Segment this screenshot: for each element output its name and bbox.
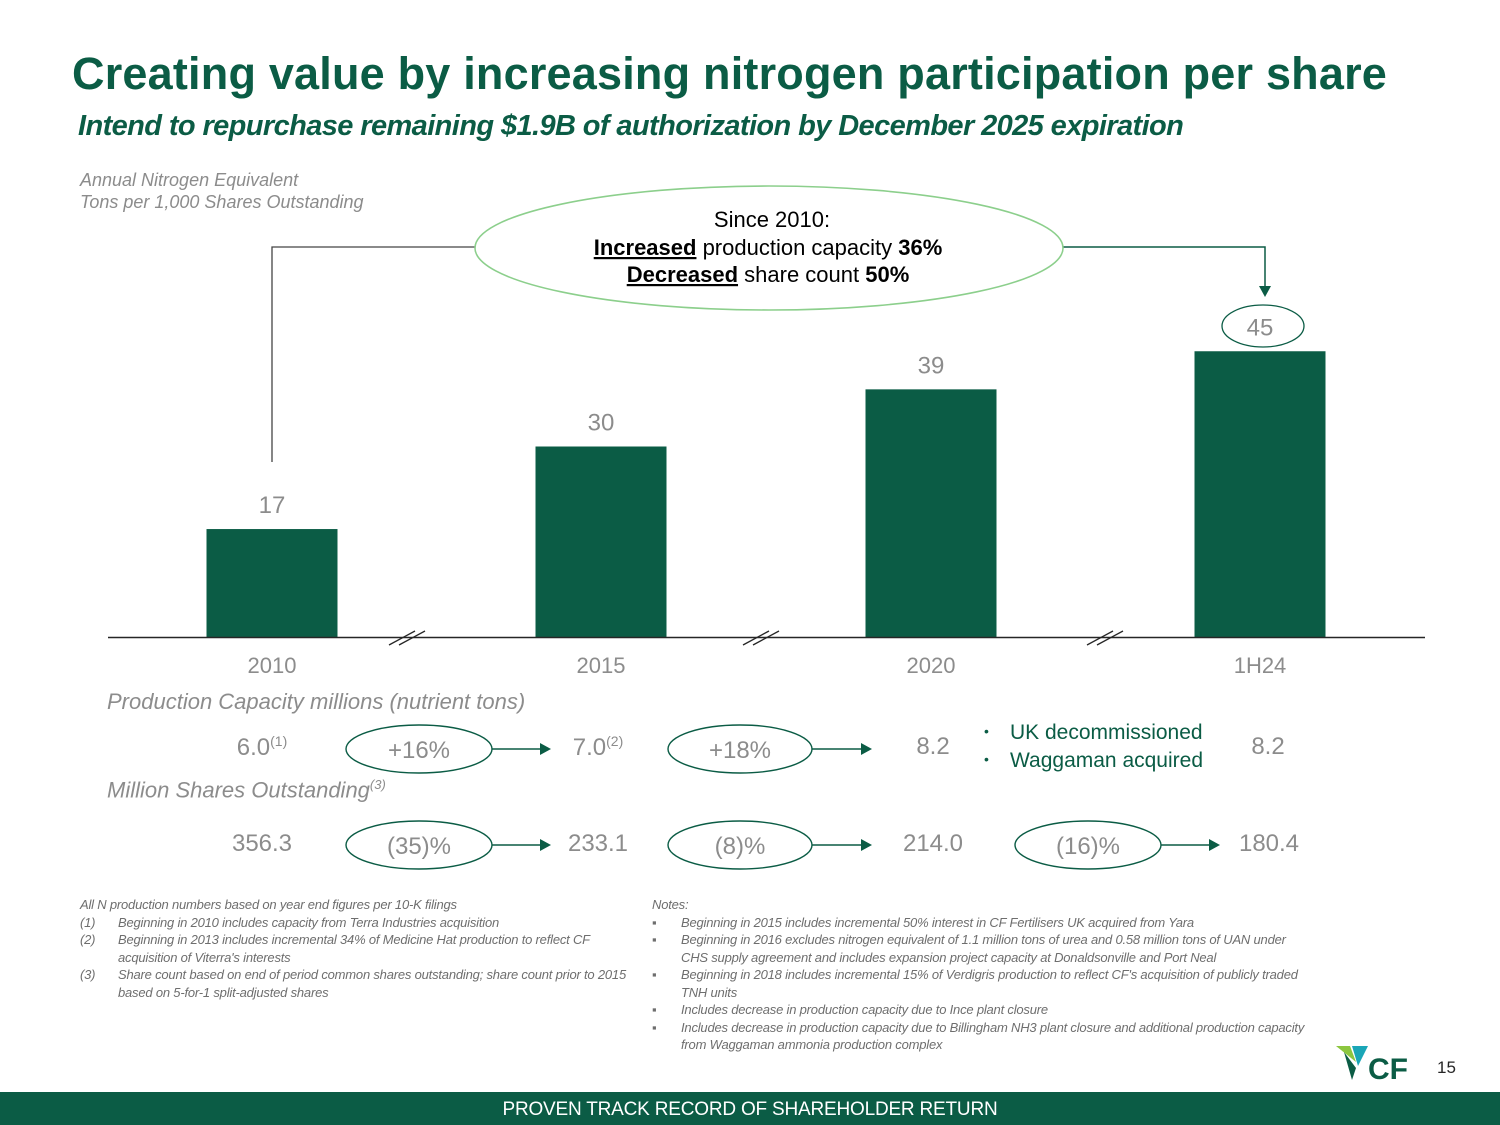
callout-ellipse (474, 185, 1064, 311)
notes-heading: Notes: (652, 897, 689, 912)
shares-outstanding-label: Million Shares Outstanding(3) (107, 777, 386, 803)
shares-value-2015: 233.1 (567, 830, 629, 857)
data-label-2020: 39 (918, 352, 945, 379)
production-value-1h24: 8.2 (1251, 733, 1285, 760)
note-3: ▪ Beginning in 2018 includes incremental … (652, 967, 1298, 1000)
shares-label-note: (3) (369, 777, 386, 792)
shares-arrowhead-3 (1209, 839, 1220, 851)
callout-line-3-text: share count (738, 262, 865, 287)
connector-arrowhead (1259, 286, 1271, 297)
bullet-waggaman-acquired: Waggaman acquired (984, 746, 1203, 774)
bar-2010 (206, 529, 338, 637)
callout-line-2-value: 36% (898, 235, 942, 260)
callout-line-3: Decreased share count 50% (627, 262, 910, 287)
axis-break-mark (742, 630, 770, 646)
tick-label-2010: 2010 (248, 653, 297, 678)
cf-logo: CF (1336, 1046, 1408, 1084)
production-change-2: +18% (709, 737, 771, 764)
axis-break-mark (1096, 630, 1124, 646)
highlight-value-ellipse (1221, 304, 1305, 348)
production-change-1: +16% (388, 737, 450, 764)
change-arrows: +16% +18% (35)% (8)% (16)% (345, 724, 1220, 870)
connector-left-line (271, 246, 476, 462)
tick-label-2020: 2020 (907, 653, 956, 678)
footer-bar (0, 1092, 1500, 1125)
production-value-2020: 8.2 (916, 733, 950, 760)
callout-line-1: Since 2010: (714, 207, 830, 232)
shares-change-2: (8)% (715, 833, 766, 860)
logo-text: CF (1368, 1053, 1408, 1084)
production-arrowhead-1 (540, 743, 551, 755)
production-value-2015: 7.0(2) (572, 733, 624, 761)
note-1: ▪ Beginning in 2015 includes incremental … (652, 914, 1194, 930)
page-number: 15 (1437, 1058, 1456, 1077)
data-label-2010: 17 (259, 492, 286, 519)
data-label-1h24: 45 (1247, 314, 1274, 341)
shares-value-2010: 356.3 (231, 830, 293, 857)
note-4: ▪ Includes decrease in production capacit… (652, 1002, 1048, 1017)
shares-arrowhead-2 (861, 839, 872, 851)
callout-increased-link: Increased (594, 235, 697, 260)
shares-change-1: (35)% (387, 833, 451, 860)
callout-line-3-value: 50% (865, 262, 909, 287)
callout-line-2-text: production capacity (696, 235, 898, 260)
production-arrowhead-2 (861, 743, 872, 755)
page-subtitle: Intend to repurchase remaining $1.9B of … (78, 110, 1184, 142)
footnote-2: (2) Beginning in 2013 includes incrementa… (80, 932, 590, 965)
shares-change-3: (16)% (1056, 833, 1120, 860)
tick-label-2015: 2015 (577, 653, 626, 678)
production-bullets: UK decommissioned Waggaman acquired (984, 718, 1203, 774)
y-axis-label-line-2: Tons per 1,000 Shares Outstanding (80, 192, 364, 212)
footnote-3: (3) Share count based on end of period co… (80, 967, 626, 1000)
axis-break-mark (398, 630, 426, 646)
bar-1h24 (1194, 351, 1326, 637)
shares-value-2020: 214.0 (902, 830, 964, 857)
data-label-2015: 30 (588, 410, 615, 437)
bullet-uk-decommissioned: UK decommissioned (984, 718, 1203, 746)
shares-label-text: Million Shares Outstanding (107, 777, 370, 803)
footnote-intro: All N production numbers based on year e… (80, 897, 457, 912)
footnote-1: (1) Beginning in 2010 includes capacity f… (80, 914, 499, 930)
production-capacity-label: Production Capacity millions (nutrient t… (107, 689, 526, 714)
tick-label-1h24: 1H24 (1234, 653, 1287, 678)
shares-arrowhead-1 (540, 839, 551, 851)
shares-value-1h24: 180.4 (1238, 830, 1300, 857)
axis-break-mark (388, 630, 416, 646)
axis-break-mark (1086, 630, 1114, 646)
footnotes-left: All N production numbers based on year e… (80, 896, 630, 1001)
footnotes-right: Notes: ▪ Beginning in 2015 includes incre… (652, 896, 1312, 1054)
y-axis-label-line-1: Annual Nitrogen Equivalent (80, 170, 299, 190)
callout-line-2: Increased production capacity 36% (594, 235, 943, 260)
connector-right-line (1063, 246, 1266, 288)
note-2: ▪ Beginning in 2016 excludes nitrogen equ… (652, 932, 1286, 965)
note-5: ▪ Includes decrease in production capacit… (652, 1019, 1305, 1053)
page-title: Creating value by increasing nitrogen pa… (72, 48, 1388, 99)
bar-chart: Since 2010: Increased production capacit… (108, 185, 1425, 678)
axis-break-mark (752, 630, 780, 646)
bar-2020 (865, 389, 997, 637)
bar-2015 (535, 446, 667, 637)
callout-decreased-link: Decreased (627, 262, 738, 287)
callout-connector (271, 246, 1271, 462)
production-value-2010: 6.0(1) (236, 733, 288, 761)
footer-text: PROVEN TRACK RECORD OF SHAREHOLDER RETUR… (502, 1099, 998, 1120)
